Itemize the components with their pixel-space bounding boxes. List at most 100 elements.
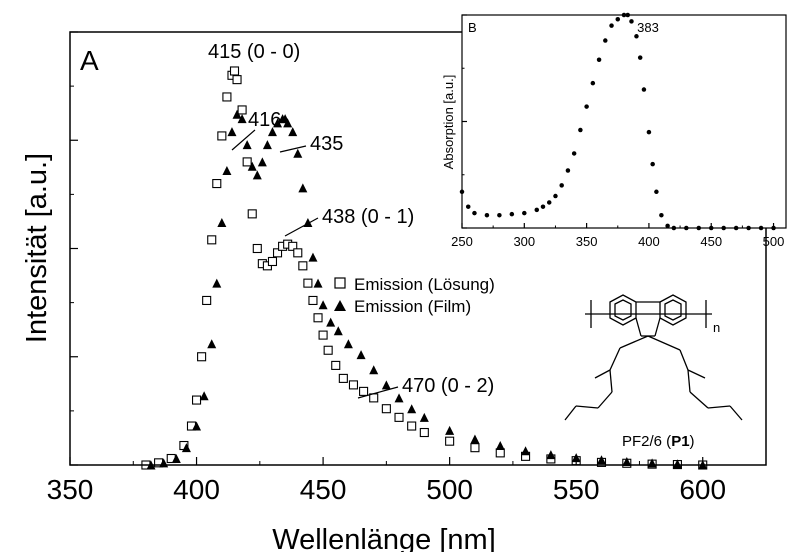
data-point [470, 443, 480, 453]
data-point [247, 161, 257, 171]
data-point [509, 211, 515, 217]
main-plot-area [141, 66, 708, 470]
data-point [650, 161, 655, 167]
x-tick-label: 300 [513, 234, 535, 249]
data-point [313, 313, 323, 323]
data-point [222, 166, 232, 176]
data-point [348, 380, 359, 390]
data-point [232, 109, 242, 119]
data-point [199, 391, 209, 401]
data-point [272, 248, 283, 258]
data-point [540, 204, 546, 209]
data-point [333, 326, 343, 336]
x-tick-label: 350 [576, 234, 598, 249]
data-point [622, 457, 632, 467]
data-point [596, 57, 602, 62]
main-x-axis-label: Wellenlänge [nm] [272, 524, 496, 552]
x-tick-label: 450 [700, 234, 722, 249]
legend: Emission (Lösung) Emission (Film) [334, 275, 495, 316]
data-point [242, 140, 252, 150]
data-point [578, 127, 583, 133]
data-point [237, 114, 247, 124]
annotation-470: 470 (0 - 2) [402, 375, 494, 397]
data-point [197, 352, 207, 362]
data-point [222, 92, 232, 102]
data-point [267, 256, 278, 267]
inset-chart: 250 300 350 400 450 500 B Absorption [a.u.] 3… [441, 12, 787, 249]
data-point [318, 330, 328, 340]
data-point [419, 412, 429, 422]
panel-label-b: B [468, 20, 477, 35]
data-point [191, 395, 202, 405]
legend-marker-losung [334, 277, 346, 289]
data-point [359, 386, 369, 396]
inset-x-axis: 250 300 350 400 450 500 [451, 223, 784, 249]
data-point [192, 421, 202, 431]
annotation-438-leader [284, 217, 319, 237]
inset-y-axis [462, 14, 467, 229]
data-point [641, 87, 647, 92]
data-point [331, 360, 341, 370]
data-point [308, 295, 318, 306]
data-point [381, 380, 391, 390]
data-point [298, 183, 308, 193]
data-point [465, 204, 471, 209]
legend-marker-film [334, 300, 346, 311]
main-y-axis-label: Intensität [a.u.] [21, 153, 53, 343]
x-tick-label: 550 [553, 474, 600, 505]
x-tick-label: 350 [47, 474, 94, 505]
data-point [212, 278, 222, 288]
data-point [288, 127, 298, 137]
annotation-383: 383 [637, 20, 659, 35]
annotation-435: 435 [310, 133, 343, 155]
data-point [495, 441, 505, 451]
data-point [298, 261, 308, 271]
data-point [326, 317, 336, 327]
structure-caption-bold: P1 [671, 433, 689, 450]
data-point [338, 373, 348, 383]
data-point [252, 170, 262, 180]
annotation-438: 438 (0 - 1) [322, 206, 414, 228]
data-point [207, 339, 217, 349]
data-point [303, 278, 313, 288]
legend-label-film: Emission (Film) [354, 297, 471, 316]
data-point [672, 459, 682, 469]
x-tick-label: 400 [638, 234, 660, 249]
data-point [242, 157, 252, 167]
data-point [247, 209, 257, 219]
data-point [565, 168, 571, 173]
data-point [495, 448, 505, 458]
data-point [202, 295, 212, 306]
data-point [571, 151, 577, 156]
structure-caption: PF2/6 (P1) [622, 433, 695, 450]
data-point [356, 350, 366, 360]
structure-drawing [564, 294, 743, 421]
data-point [665, 223, 670, 229]
data-point [497, 212, 502, 218]
data-point [534, 207, 540, 213]
data-point [252, 243, 262, 254]
data-point [313, 278, 323, 288]
data-point [522, 210, 527, 216]
data-point [308, 252, 318, 262]
data-point [232, 75, 242, 85]
panel-label-a: A [80, 45, 99, 76]
data-point [654, 189, 659, 195]
data-point [227, 127, 237, 137]
annotation-470-leader [357, 386, 399, 399]
data-point [546, 200, 552, 205]
data-point [293, 148, 303, 158]
data-point [484, 212, 490, 218]
data-point [470, 434, 480, 444]
structure-caption-suffix: ) [690, 433, 695, 450]
data-point [273, 118, 283, 128]
data-point [394, 412, 404, 422]
data-point [596, 455, 606, 465]
x-tick-label: 500 [426, 474, 473, 505]
data-point [283, 118, 293, 128]
data-point [262, 140, 272, 150]
data-point [323, 345, 333, 355]
data-point [257, 157, 267, 167]
inset-y-axis-label: Absorption [a.u.] [441, 75, 456, 170]
